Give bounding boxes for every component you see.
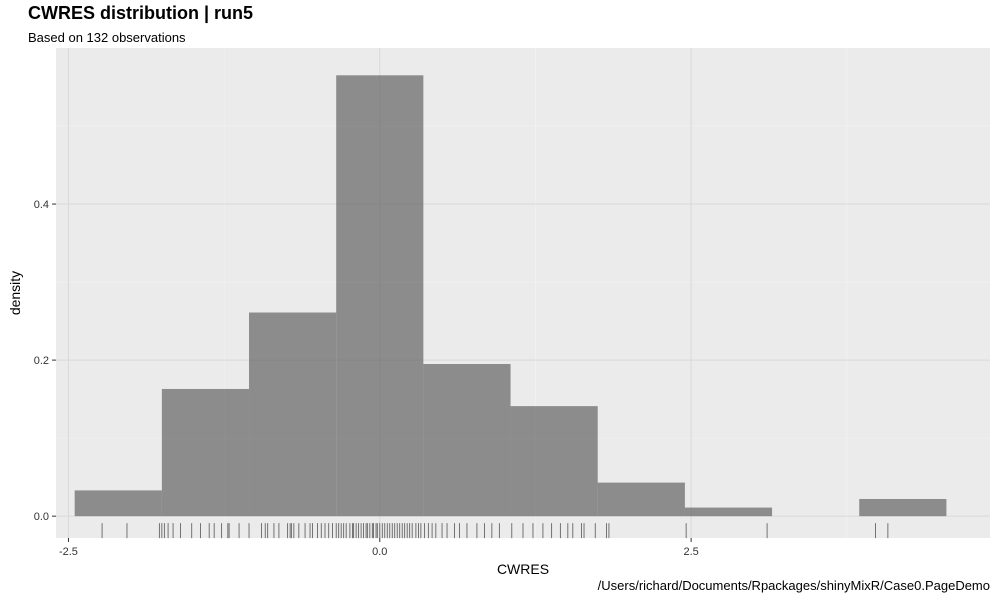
histogram-bar [161,388,250,517]
rug-marks [101,523,889,539]
axis-ticks: -2.5 0.0 2.5 0.0 0.2 0.4 [34,199,699,558]
chart-title: CWRES distribution | run5 [28,3,254,23]
x-tick-label: -2.5 [59,546,78,558]
histogram-bar [597,482,685,517]
x-axis-title: CWRES [497,561,549,577]
histogram-bars [74,75,947,517]
histogram-bar [423,364,511,517]
chart-subtitle: Based on 132 observations [28,30,186,45]
histogram-bar [859,498,947,517]
histogram-bar [336,75,424,517]
histogram-bar [510,406,598,517]
y-tick-label: 0.4 [34,199,49,211]
y-tick-label: 0.0 [34,511,49,523]
histogram-bar [684,507,773,517]
histogram-bar [74,490,162,517]
y-tick-label: 0.2 [34,355,49,367]
x-tick-label: 0.0 [372,546,387,558]
chart-caption: /Users/richard/Documents/Rpackages/shiny… [597,578,990,593]
histogram-bar [249,312,337,517]
y-axis-title: density [7,271,23,315]
x-tick-label: 2.5 [683,546,698,558]
